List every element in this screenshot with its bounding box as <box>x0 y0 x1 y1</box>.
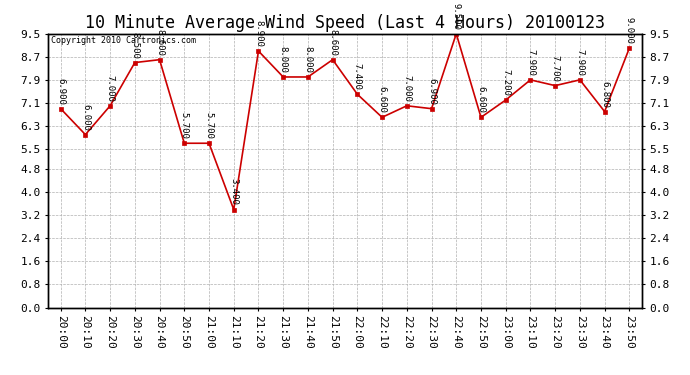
Text: 7.900: 7.900 <box>526 49 535 76</box>
Text: 9.500: 9.500 <box>452 3 461 30</box>
Text: 7.900: 7.900 <box>575 49 584 76</box>
Text: 6.000: 6.000 <box>81 104 90 130</box>
Text: 7.000: 7.000 <box>402 75 411 102</box>
Text: 6.900: 6.900 <box>56 78 65 105</box>
Text: 6.600: 6.600 <box>477 86 486 113</box>
Text: 7.200: 7.200 <box>501 69 510 96</box>
Text: 3.400: 3.400 <box>229 178 238 206</box>
Text: 8.500: 8.500 <box>130 32 139 58</box>
Text: 8.600: 8.600 <box>155 28 164 56</box>
Text: 6.600: 6.600 <box>377 86 386 113</box>
Text: 9.000: 9.000 <box>625 17 634 44</box>
Text: 5.700: 5.700 <box>204 112 213 139</box>
Text: 7.000: 7.000 <box>106 75 115 102</box>
Text: 6.900: 6.900 <box>427 78 436 105</box>
Text: 8.600: 8.600 <box>328 28 337 56</box>
Text: Copyright 2010 Cartronics.com: Copyright 2010 Cartronics.com <box>51 36 196 45</box>
Text: 7.400: 7.400 <box>353 63 362 90</box>
Text: 8.000: 8.000 <box>304 46 313 73</box>
Text: 8.000: 8.000 <box>279 46 288 73</box>
Text: 6.800: 6.800 <box>600 81 609 107</box>
Text: 8.900: 8.900 <box>254 20 263 47</box>
Text: 5.700: 5.700 <box>180 112 189 139</box>
Title: 10 Minute Average Wind Speed (Last 4 Hours) 20100123: 10 Minute Average Wind Speed (Last 4 Hou… <box>85 14 605 32</box>
Text: 7.700: 7.700 <box>551 55 560 81</box>
